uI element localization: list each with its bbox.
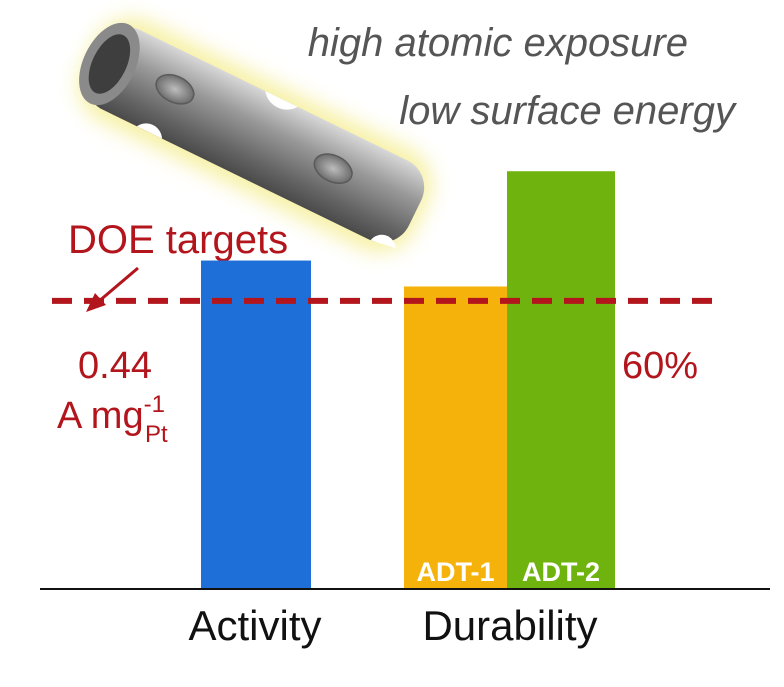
durability-target-value: 60% [622,345,698,387]
unit-superscript: -1 [144,391,165,418]
category-label-activity: Activity [188,602,321,649]
nanotube-icon [78,17,432,253]
caption-line-2: low surface energy [399,89,738,133]
bar-durability-adt-2 [507,171,615,589]
bar-label-adt-1: ADT-1 [416,557,494,587]
unit-subscript: Pt [145,421,168,448]
unit-base: A mg [57,395,144,437]
doe-targets-label: DOE targets [68,218,288,262]
bar-durability-adt-1 [404,286,507,589]
bars-layer: ADT-1 ADT-2 [201,171,615,589]
activity-target-unit: A mg-1 Pt [57,391,168,448]
caption-line-1: high atomic exposure [308,21,688,65]
activity-target-value: 0.44 [78,345,152,387]
doe-arrow-icon [86,266,139,312]
category-label-durability: Durability [422,602,597,649]
bar-activity [201,260,311,589]
bar-label-adt-2: ADT-2 [522,557,600,587]
